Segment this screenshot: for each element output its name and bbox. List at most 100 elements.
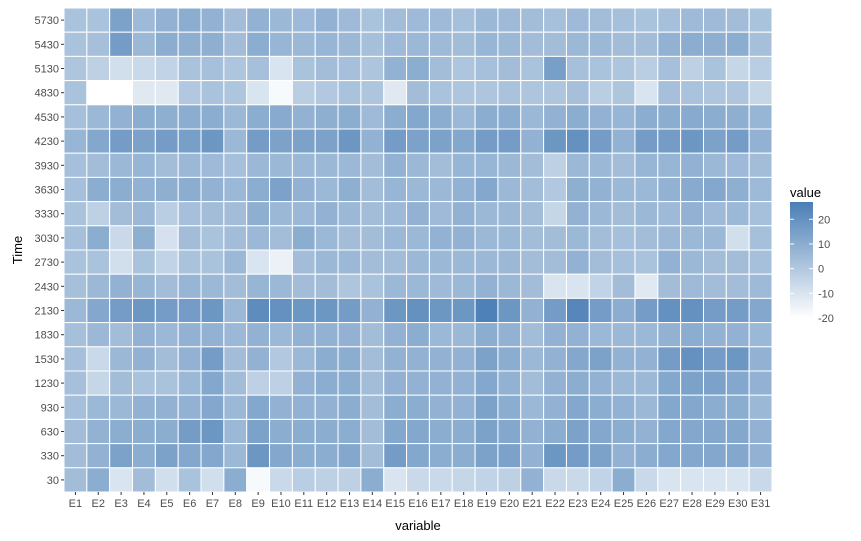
heatmap-cell-E7-3030: [200, 225, 225, 251]
heatmap-cell-E1-4230: [63, 128, 88, 154]
heatmap-cell-E23-330: [565, 443, 590, 469]
heatmap-cell-E26-3330: [634, 201, 659, 227]
heatmap-cell-E12-4530: [314, 104, 339, 130]
heatmap-cell-E13-4530: [337, 104, 362, 130]
heatmap-cell-E21-30: [520, 467, 545, 493]
heatmap-cell-E28-5430: [680, 31, 704, 57]
heatmap-cell-E23-3930: [565, 152, 590, 178]
heatmap-cell-E29-5130: [702, 55, 727, 82]
legend-tick-label: -10: [818, 288, 834, 300]
heatmap-cell-E9-3930: [246, 152, 271, 178]
heatmap-cell-E24-4230: [588, 128, 613, 154]
heatmap-cell-E20-3930: [497, 152, 522, 178]
x-tick-label: E10: [271, 498, 291, 510]
heatmap-cell-E7-2430: [200, 273, 225, 299]
heatmap-cell-E2-3030: [86, 225, 111, 251]
heatmap-cell-E9-4530: [246, 104, 271, 130]
heatmap-cell-E13-2730: [337, 249, 362, 275]
heatmap-cell-E9-3330: [246, 201, 271, 227]
heatmap-cell-E31-630: [748, 418, 773, 445]
heatmap-cell-E17-3330: [428, 201, 453, 227]
heatmap-cell-E1-2430: [63, 273, 88, 299]
heatmap-cell-E1-4830: [63, 80, 88, 106]
heatmap-cell-E22-5730: [543, 7, 567, 33]
heatmap-cell-E12-1230: [314, 370, 339, 396]
heatmap-cell-E13-3630: [337, 176, 362, 203]
heatmap-cell-E25-3630: [611, 176, 636, 203]
heatmap-cell-E12-3930: [314, 152, 339, 178]
heatmap-cell-E13-330: [337, 443, 362, 469]
y-axis-ticks: 5730543051304830453042303930363033303030…: [35, 15, 64, 487]
heatmap-cell-E4-4230: [132, 128, 156, 154]
heatmap-cell-E9-5430: [246, 31, 271, 57]
heatmap-cell-E9-4230: [246, 128, 271, 154]
heatmap-cell-E10-5730: [269, 7, 293, 33]
heatmap-cell-E24-1530: [588, 346, 613, 372]
heatmap-cell-E27-2430: [657, 273, 682, 299]
heatmap-cell-E31-1230: [748, 370, 773, 396]
heatmap-cell-E16-5130: [406, 55, 430, 82]
heatmap-cell-E3-5130: [109, 55, 134, 82]
heatmap-cell-E7-4530: [200, 104, 225, 130]
heatmap-cell-E22-5130: [543, 55, 567, 82]
heatmap-cell-E31-5730: [748, 7, 773, 33]
heatmap-cell-E29-30: [702, 467, 727, 493]
heatmap-cell-E6-5430: [177, 31, 202, 57]
heatmap-cell-E21-5130: [520, 55, 545, 82]
heatmap-cell-E27-2130: [657, 297, 682, 324]
heatmap-cell-E19-3330: [474, 201, 499, 227]
heatmap-cell-E17-4830: [428, 80, 453, 106]
heatmap-cell-E17-1530: [428, 346, 453, 372]
y-tick-label: 1230: [35, 378, 59, 390]
heatmap-cell-E23-1830: [565, 322, 590, 348]
heatmap-cell-E30-30: [725, 467, 750, 493]
heatmap-cell-E29-4830: [702, 80, 727, 106]
heatmap-cell-E7-4830: [200, 80, 225, 106]
heatmap-cell-E20-5730: [497, 7, 522, 33]
heatmap-cell-E17-2130: [428, 297, 453, 324]
heatmap-cell-E22-3330: [543, 201, 567, 227]
heatmap-cell-E13-3930: [337, 152, 362, 178]
heatmap-cell-E25-30: [611, 467, 636, 493]
heatmap-cell-E30-930: [725, 394, 750, 420]
heatmap-cell-E3-4530: [109, 104, 134, 130]
heatmap-cell-E14-3030: [360, 225, 385, 251]
heatmap-cell-E18-30: [451, 467, 476, 493]
heatmap-cell-E5-1830: [154, 322, 179, 348]
y-tick-label: 1530: [35, 354, 59, 366]
heatmap-cell-E9-2730: [246, 249, 271, 275]
heatmap-cell-E21-3330: [520, 201, 545, 227]
heatmap-cell-E6-930: [177, 394, 202, 420]
heatmap-cell-E31-3930: [748, 152, 773, 178]
heatmap-cell-E4-2430: [132, 273, 156, 299]
heatmap-cell-E17-3930: [428, 152, 453, 178]
heatmap-cell-E22-2730: [543, 249, 567, 275]
heatmap-cell-E31-330: [748, 443, 773, 469]
heatmap-cell-E15-5130: [383, 55, 408, 82]
heatmap-cell-E21-2130: [520, 297, 545, 324]
heatmap-cell-E19-5430: [474, 31, 499, 57]
heatmap-cell-E16-4230: [406, 128, 430, 154]
heatmap-cell-E13-1830: [337, 322, 362, 348]
heatmap-cell-E30-3630: [725, 176, 750, 203]
heatmap-cell-E23-4830: [565, 80, 590, 106]
heatmap-cell-E14-1230: [360, 370, 385, 396]
heatmap-cell-E20-2130: [497, 297, 522, 324]
x-axis-title: variable: [395, 518, 441, 533]
heatmap-cell-E12-5430: [314, 31, 339, 57]
x-tick-label: E29: [705, 498, 725, 510]
heatmap-cell-E15-5430: [383, 31, 408, 57]
heatmap-cell-E1-3930: [63, 152, 88, 178]
heatmap-cell-E26-4530: [634, 104, 659, 130]
heatmap-cell-E14-930: [360, 394, 385, 420]
heatmap-cell-E26-4230: [634, 128, 659, 154]
heatmap-cell-E16-1830: [406, 322, 430, 348]
heatmap-cell-E23-5730: [565, 7, 590, 33]
heatmap-cell-E31-3330: [748, 201, 773, 227]
heatmap-cell-E31-1530: [748, 346, 773, 372]
heatmap-cell-E1-3330: [63, 201, 88, 227]
heatmap-cell-E26-5130: [634, 55, 659, 82]
heatmap-cell-E4-2730: [132, 249, 156, 275]
heatmap-cell-E16-5430: [406, 31, 430, 57]
heatmap-cell-E19-4230: [474, 128, 499, 154]
